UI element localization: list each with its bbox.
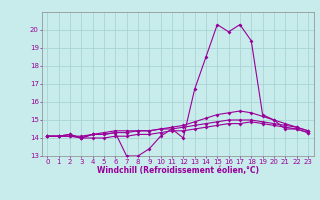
X-axis label: Windchill (Refroidissement éolien,°C): Windchill (Refroidissement éolien,°C) bbox=[97, 166, 259, 175]
